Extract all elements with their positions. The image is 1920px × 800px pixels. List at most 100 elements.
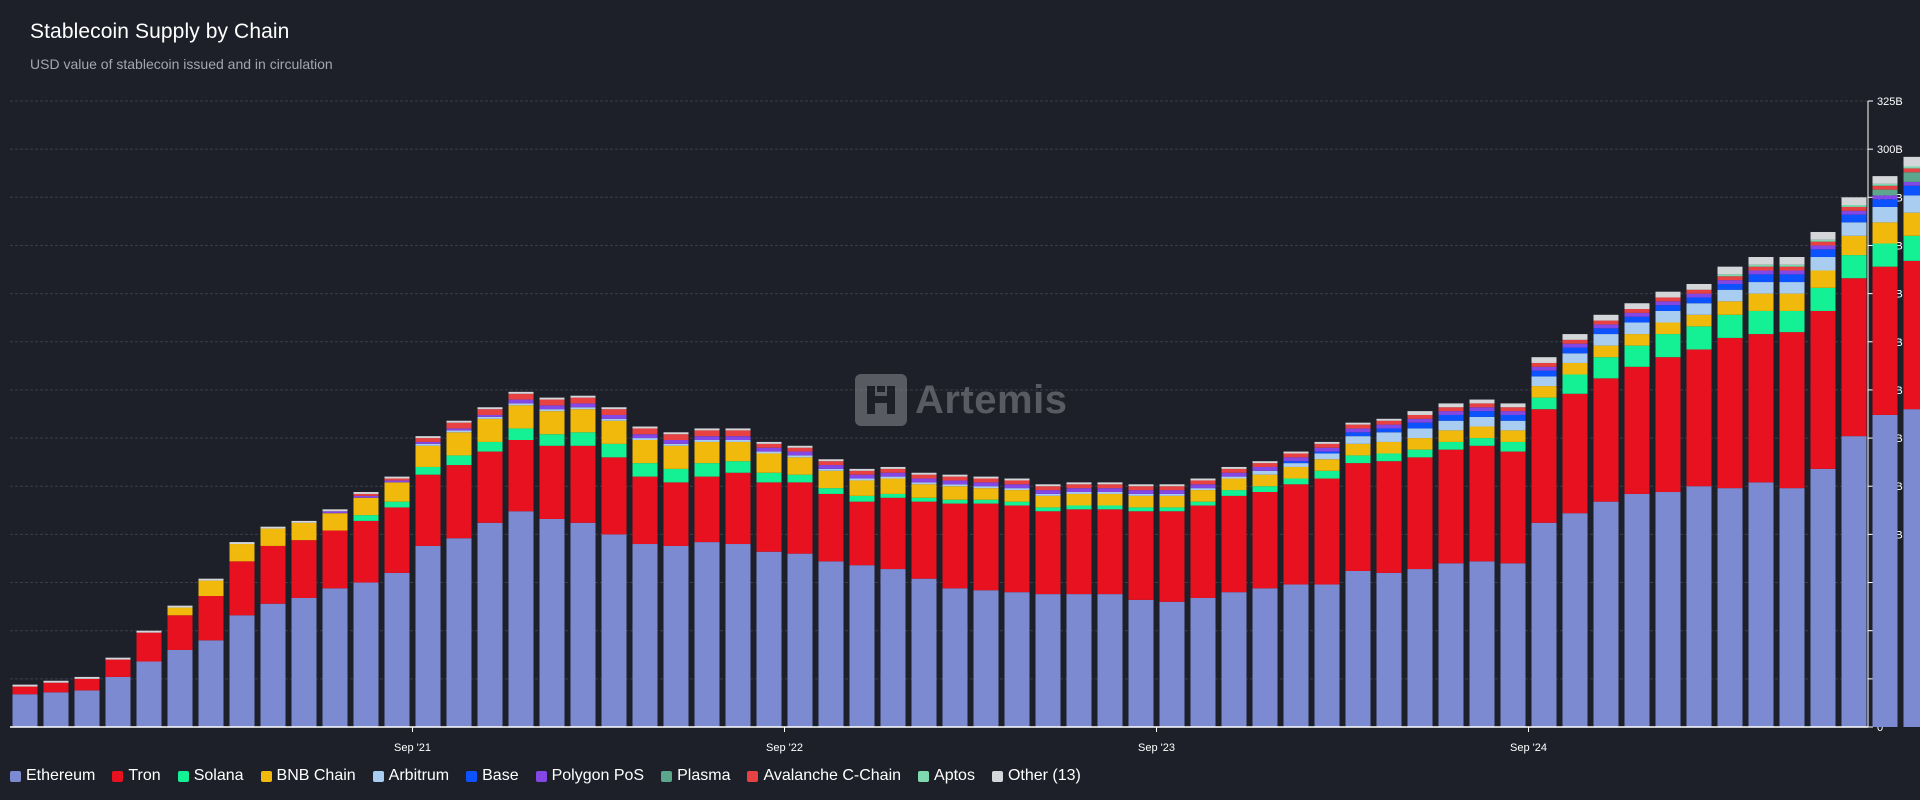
legend-item[interactable]: Base	[466, 767, 519, 785]
bar-segment-polygon-pos	[1283, 457, 1309, 462]
bar-segment-avalanche-c-chain	[1252, 463, 1278, 467]
legend-swatch	[661, 770, 673, 782]
bar-segment-arbitrum	[415, 443, 441, 446]
bar-segment-arbitrum	[663, 443, 689, 446]
bar-segment-arbitrum	[1190, 488, 1216, 491]
bar-segment-polygon-pos	[1128, 490, 1154, 494]
legend-swatch	[466, 770, 478, 782]
bar-segment-aptos	[1748, 264, 1774, 267]
bar-segment-avalanche-c-chain	[663, 434, 689, 441]
bar-segment-avalanche-c-chain	[725, 430, 751, 437]
bar-segment-avalanche-c-chain	[1686, 289, 1712, 294]
bar-segment-other-13-	[260, 526, 286, 529]
bar-segment-polygon-pos	[1748, 270, 1774, 275]
bar-segment-solana	[570, 432, 596, 446]
bar-segment-ethereum	[1810, 468, 1836, 727]
bar-segment-polygon-pos	[384, 480, 410, 483]
bar-segment-polygon-pos	[1531, 366, 1557, 371]
bar-segment-ethereum	[384, 572, 410, 727]
bar-segment-solana	[942, 499, 968, 504]
legend-item[interactable]: Aptos	[918, 767, 975, 785]
bar-segment-bnb-chain	[477, 418, 503, 442]
bar-segment-base	[1717, 283, 1743, 290]
bar-segment-other-13-	[1438, 403, 1464, 408]
bar-segment-solana	[1655, 334, 1681, 358]
bar-segment-tron	[911, 501, 937, 579]
bar-segment-other-13-	[229, 542, 255, 545]
bar-segment-solana	[353, 515, 379, 521]
bar-segment-bnb-chain	[291, 522, 317, 541]
bar-segment-bnb-chain	[539, 411, 565, 435]
bar-segment-other-13-	[1345, 422, 1371, 425]
bar-segment-bnb-chain	[849, 480, 875, 496]
legend-item[interactable]: Tron	[112, 767, 161, 785]
bar-segment-polygon-pos	[415, 441, 441, 444]
bar-segment-base	[1624, 316, 1650, 323]
bar-segment-avalanche-c-chain	[1190, 480, 1216, 485]
bar-segment-polygon-pos	[1810, 245, 1836, 250]
legend-item[interactable]: BNB Chain	[260, 767, 356, 785]
bar-segment-base	[1655, 305, 1681, 311]
bar-segment-base	[1314, 451, 1340, 454]
bar-segment-ethereum	[322, 588, 348, 727]
legend-swatch	[260, 770, 272, 782]
y-tick-label: 300B	[1877, 144, 1903, 156]
legend-swatch	[747, 770, 759, 782]
bar-segment-bnb-chain	[601, 420, 627, 444]
bar-segment-avalanche-c-chain	[1035, 486, 1061, 491]
bar-segment-arbitrum	[880, 476, 906, 479]
bar-segment-avalanche-c-chain	[756, 443, 782, 448]
bar-segment-solana	[384, 501, 410, 508]
legend-swatch	[372, 770, 384, 782]
bar-segment-arbitrum	[1128, 493, 1154, 496]
bar-segment-arbitrum	[1345, 436, 1371, 444]
bar-segment-polygon-pos	[1469, 407, 1495, 412]
bar-segment-aptos	[1903, 166, 1920, 169]
bar-segment-other-13-	[198, 578, 224, 581]
legend-item[interactable]: Ethereum	[10, 767, 95, 785]
bar-segment-avalanche-c-chain	[384, 478, 410, 481]
bar-segment-other-13-	[322, 509, 348, 512]
bar-segment-avalanche-c-chain	[632, 428, 658, 435]
bar-segment-ethereum	[818, 561, 844, 727]
artemis-logo-icon	[855, 374, 907, 426]
bar-segment-ethereum	[1283, 584, 1309, 727]
bar-segment-ethereum	[1500, 563, 1526, 727]
bar-segment-solana	[601, 443, 627, 458]
bar-segment-polygon-pos	[911, 478, 937, 483]
bar-segment-bnb-chain	[1035, 495, 1061, 508]
bar-segment-bnb-chain	[756, 453, 782, 473]
legend-item[interactable]: Avalanche C-Chain	[747, 767, 901, 785]
bar-segment-solana	[1841, 255, 1867, 279]
bar-segment-arbitrum	[1531, 376, 1557, 387]
bar-segment-arbitrum	[1748, 282, 1774, 294]
bar-segment-polygon-pos	[1252, 466, 1278, 471]
bar-segment-other-13-	[384, 476, 410, 479]
bar-segment-other-13-	[167, 605, 193, 608]
bar-segment-ethereum	[1252, 588, 1278, 727]
legend-item[interactable]: Plasma	[661, 767, 730, 785]
bar-segment-polygon-pos	[1066, 488, 1092, 493]
legend-item[interactable]: Solana	[177, 767, 244, 785]
bar-segment-other-13-	[1779, 257, 1805, 265]
bar-segment-other-13-	[43, 680, 69, 683]
bar-segment-polygon-pos	[1159, 490, 1185, 494]
bar-segment-ethereum	[136, 661, 162, 727]
bar-segment-polygon-pos	[1376, 424, 1402, 429]
legend-swatch	[918, 770, 930, 782]
bar-segment-bnb-chain	[198, 580, 224, 597]
legend-item[interactable]: Polygon PoS	[535, 767, 644, 785]
bar-segment-tron	[1872, 266, 1898, 415]
bar-segment-avalanche-c-chain	[1438, 407, 1464, 412]
bar-segment-tron	[663, 482, 689, 546]
legend-item[interactable]: Arbitrum	[372, 767, 449, 785]
bar-segment-avalanche-c-chain	[1345, 424, 1371, 429]
bar-segment-solana	[1748, 310, 1774, 335]
bar-segment-avalanche-c-chain	[1376, 420, 1402, 425]
bar-segment-tron	[446, 465, 472, 539]
bar-segment-polygon-pos	[849, 474, 875, 479]
legend-item[interactable]: Other (13)	[991, 767, 1081, 785]
bar-segment-polygon-pos	[353, 495, 379, 498]
bar-segment-avalanche-c-chain	[1841, 206, 1867, 211]
bar-segment-solana	[1314, 470, 1340, 479]
